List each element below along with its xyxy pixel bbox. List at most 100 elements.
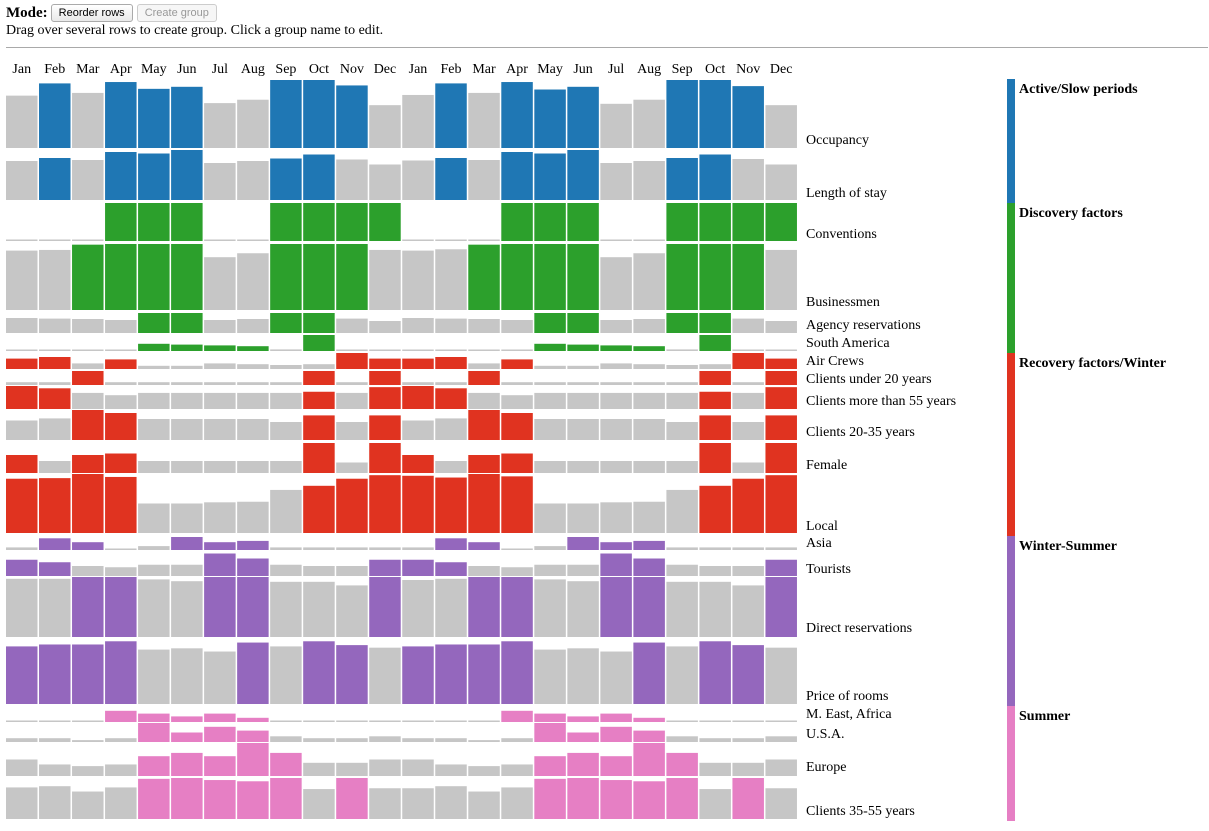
bar (39, 418, 71, 440)
row-label[interactable]: Length of stay (806, 186, 887, 201)
bar (567, 86, 599, 148)
bar (765, 358, 797, 369)
bar (534, 365, 566, 369)
row-label[interactable]: Price of rooms (806, 689, 888, 704)
bar (270, 489, 302, 533)
bar (105, 395, 137, 409)
row-label[interactable]: Businessmen (806, 295, 880, 310)
toolbar: Mode: Reorder rows Create group (6, 3, 221, 23)
bar (402, 475, 434, 533)
bar (171, 752, 203, 776)
bar (534, 392, 566, 409)
bar (105, 320, 137, 333)
month-label: Aug (637, 62, 661, 77)
row-label[interactable]: Air Crews (806, 354, 864, 369)
reorder-rows-button[interactable]: Reorder rows (50, 4, 133, 22)
bar (237, 781, 269, 819)
bar (6, 250, 38, 310)
bar (270, 752, 302, 776)
row-label[interactable]: Clients 20-35 years (806, 425, 915, 440)
row-label[interactable]: Occupancy (806, 133, 869, 148)
group-name[interactable]: Summer (1019, 709, 1070, 724)
bar (468, 244, 500, 310)
bar (303, 566, 335, 576)
month-label: May (537, 62, 563, 77)
bar (666, 752, 698, 776)
group-name[interactable]: Active/Slow periods (1019, 82, 1138, 97)
row-label[interactable]: Asia (806, 536, 832, 551)
bar (633, 382, 665, 385)
group-name[interactable]: Recovery factors/Winter (1019, 356, 1166, 371)
bar (336, 547, 368, 550)
bar (138, 503, 170, 533)
bar (6, 547, 38, 550)
group-color-bar (1007, 353, 1015, 536)
bar (171, 150, 203, 200)
bar (336, 244, 368, 310)
bar (303, 762, 335, 776)
bar (72, 349, 104, 351)
month-label: Aug (241, 62, 265, 77)
row-label[interactable]: Direct reservations (806, 621, 912, 636)
bar (567, 313, 599, 333)
bar (402, 646, 434, 704)
row-label[interactable]: U.S.A. (806, 727, 845, 742)
bar (534, 382, 566, 385)
bar (633, 239, 665, 241)
row-label[interactable]: Tourists (806, 562, 851, 577)
bar (501, 82, 533, 148)
bar (402, 318, 434, 333)
row-label[interactable]: South America (806, 336, 890, 351)
bar (435, 349, 467, 351)
group-name[interactable]: Winter-Summer (1019, 539, 1117, 554)
bar (765, 559, 797, 576)
bar (6, 318, 38, 333)
bar (369, 349, 401, 351)
row-label[interactable]: Europe (806, 760, 846, 775)
bar (336, 349, 368, 351)
bar (138, 392, 170, 409)
bar (369, 249, 401, 310)
bar (336, 462, 368, 473)
month-label: Jul (608, 62, 624, 77)
bar (39, 478, 71, 533)
row-label[interactable]: Agency reservations (806, 318, 921, 333)
bar (468, 542, 500, 550)
bar (303, 720, 335, 722)
row-label[interactable]: Clients more than 55 years (806, 394, 956, 409)
bar (105, 349, 137, 351)
bar (336, 392, 368, 409)
create-group-button[interactable]: Create group (136, 4, 217, 22)
bar (303, 203, 335, 241)
bar (270, 564, 302, 576)
bar (633, 642, 665, 704)
row-label[interactable]: Local (806, 519, 838, 534)
bar (732, 159, 764, 200)
row-label[interactable]: Clients 35-55 years (806, 804, 915, 819)
bar (336, 318, 368, 333)
bar (600, 756, 632, 776)
bar (633, 743, 665, 776)
bar (336, 382, 368, 385)
row-label[interactable]: Female (806, 458, 847, 473)
group-name[interactable]: Discovery factors (1019, 206, 1123, 221)
bar (435, 388, 467, 409)
bar (765, 577, 797, 637)
bar (435, 720, 467, 722)
bar (501, 738, 533, 742)
bar (72, 474, 104, 533)
bar (732, 778, 764, 819)
row-label[interactable]: Clients under 20 years (806, 372, 932, 387)
bar (39, 158, 71, 200)
bar (237, 364, 269, 369)
row-label[interactable]: M. East, Africa (806, 707, 892, 722)
bar (732, 318, 764, 333)
bar (138, 461, 170, 473)
bar (138, 778, 170, 819)
bar (765, 720, 797, 722)
bar (567, 503, 599, 533)
bar (105, 203, 137, 241)
row-label[interactable]: Conventions (806, 227, 877, 242)
bar (336, 159, 368, 200)
